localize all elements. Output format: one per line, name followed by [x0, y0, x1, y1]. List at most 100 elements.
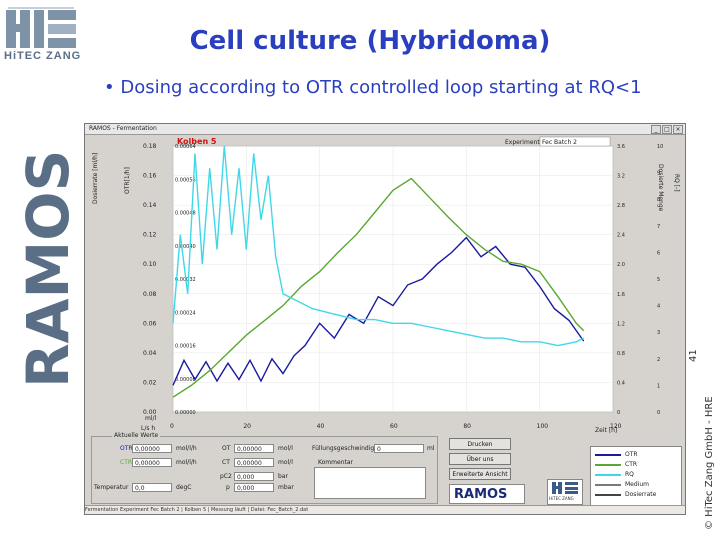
legend-swatch: [595, 454, 621, 456]
y-right2-tick-label: 10: [657, 144, 663, 150]
y-right-tick-label: 2.0: [617, 262, 625, 268]
p-label: p: [226, 484, 230, 491]
legend-swatch: [595, 494, 621, 496]
logo-text: HiTEC ZANG: [4, 50, 82, 62]
y-right2-tick-label: 1: [657, 383, 660, 389]
flow-label: Füllungsgeschwindigkeit: [312, 445, 386, 452]
ct-field[interactable]: 0,00000: [234, 458, 274, 467]
legend-swatch: [595, 474, 621, 476]
close-icon[interactable]: ×: [673, 125, 683, 134]
y-left2-tick-label: 0.00008: [175, 377, 196, 383]
temp-label: Temperatur: [94, 484, 129, 491]
y-left-tick-label: 0.10: [143, 261, 157, 268]
experiment-field: [539, 136, 611, 147]
y-right2-tick-label: 3: [657, 330, 660, 336]
y-right2-tick-label: 6: [657, 250, 660, 256]
ctr-field[interactable]: 0,00000: [132, 458, 172, 467]
y-left2-title: Dosierrate [ml/h]: [92, 153, 99, 204]
ct-label: CT: [222, 459, 230, 466]
y-right-tick-label: 0.4: [617, 380, 625, 386]
y-right-tick-label: 3.6: [617, 144, 625, 150]
current-values-panel: Aktuelle Werte OTR 0,00000 mol/l/h CTR 0…: [91, 432, 438, 504]
ramos-mini-text: RAMOS: [454, 487, 508, 502]
y-right-tick-label: 2.4: [617, 233, 625, 239]
otr-unit: mol/l/h: [176, 445, 197, 452]
y-left-tick-label: 0.08: [143, 291, 157, 298]
pc-field[interactable]: 0,000: [234, 472, 274, 481]
slide-bullet: • Dosing according to OTR controlled loo…: [104, 77, 642, 98]
legend-item-ctr: CTR: [595, 461, 681, 469]
experiment-label: Experiment:: [505, 139, 542, 146]
hitec-zang-logo: [6, 7, 76, 48]
window-titlebar: RAMOS - Fermentation _ □ ×: [85, 124, 685, 135]
legend-item-otr: OTR: [595, 451, 681, 459]
maximize-icon[interactable]: □: [662, 125, 672, 134]
hitec-mini-mark: [552, 482, 578, 494]
legend-item-medium: Medium: [595, 481, 681, 489]
comment-field[interactable]: [314, 467, 426, 499]
y-right2-tick-label: 5: [657, 277, 660, 283]
pc-unit: bar: [278, 473, 288, 480]
status-bar: Fermentation Experiment Fec Batch 2 | Ko…: [85, 505, 685, 514]
legend-label: OTR: [625, 451, 638, 458]
flow-field[interactable]: 0: [374, 444, 424, 453]
minimize-icon[interactable]: _: [651, 125, 661, 134]
x-tick-label: 60: [390, 423, 398, 430]
legend-swatch: [595, 464, 621, 466]
y-left-tick-label: 0.04: [143, 350, 157, 357]
series-line-rq: [172, 145, 585, 347]
y-right2-title: Dosierte Menge: [657, 164, 664, 212]
y-right-tick-label: 2.8: [617, 203, 625, 209]
x-tick-label: 80: [463, 423, 471, 430]
flow-unit: ml: [427, 445, 435, 452]
y-right-tick-label: 3.2: [617, 174, 625, 180]
legend-label: Dosierrate: [625, 491, 657, 498]
x-tick-label: 20: [243, 423, 251, 430]
p-field[interactable]: 0,000: [234, 483, 274, 492]
y-left-tick-label: 0.02: [143, 379, 157, 386]
ramos-app-window: RAMOS - Fermentation _ □ × 0.00 0.02 0.04 0…: [84, 123, 686, 515]
pc-label: pC2: [220, 473, 232, 480]
y-right2-tick-label: 2: [657, 357, 660, 363]
chart-legend: OTR CTR RQ Medium Dosierrate: [590, 446, 682, 506]
y-left-tick-label: 0.16: [143, 173, 157, 180]
y-left-title: OTR[1/h]: [124, 167, 131, 194]
comment-label: Kommentar: [318, 459, 353, 466]
hitec-mini-text: HiTEC ZANG: [549, 496, 574, 501]
flask-label: Kolben 5: [177, 137, 217, 146]
ot-unit: mol/l: [278, 445, 293, 452]
ramos-mini-logo: RAMOS: [449, 484, 525, 504]
y-right-tick-label: 0.8: [617, 351, 625, 357]
ct-unit: mol/l: [278, 459, 293, 466]
otr-field[interactable]: 0,00000: [132, 444, 172, 453]
y-left2-tick-label: 0.00048: [175, 211, 196, 217]
temp-field[interactable]: 0,0: [132, 483, 172, 492]
x-unit-left2: L/s h: [141, 425, 155, 432]
y-left-tick-label: 0.18: [143, 143, 157, 150]
print-button[interactable]: Drucken: [449, 438, 511, 450]
window-title: RAMOS - Fermentation: [89, 125, 157, 132]
y-left2-tick-label: 0.00064: [175, 144, 196, 150]
legend-item-rq: RQ: [595, 471, 681, 479]
y-left2-tick-label: 0.00040: [175, 244, 196, 250]
slide-title: Cell culture (Hybridoma): [189, 26, 551, 56]
about-button[interactable]: Über uns: [449, 453, 511, 465]
slide-number: 41: [688, 349, 699, 362]
x-tick-label: 0: [170, 423, 174, 430]
y-left-tick-label: 0.14: [143, 202, 157, 209]
y-left-tick-label: 0.12: [143, 232, 157, 239]
y-left2-tick-label: 0.00024: [175, 310, 196, 316]
ot-field[interactable]: 0,00000: [234, 444, 274, 453]
y-left2-tick-label: 0.00056: [175, 177, 196, 183]
y-right2-tick-label: 4: [657, 304, 660, 310]
extended-view-button[interactable]: Erweiterte Ansicht: [449, 468, 511, 480]
panel-caption: Aktuelle Werte: [112, 432, 161, 439]
experiment-value: Fec Batch 2: [542, 139, 577, 146]
p-unit: mbar: [278, 484, 294, 491]
legend-label: CTR: [625, 461, 638, 468]
series-line-ctr: [172, 177, 585, 398]
hitec-mini-logo: HiTEC ZANG: [547, 479, 583, 505]
x-tick-label: 40: [317, 423, 325, 430]
y-right-title: RQ [-]: [673, 174, 680, 192]
otr-label: OTR: [120, 445, 133, 452]
